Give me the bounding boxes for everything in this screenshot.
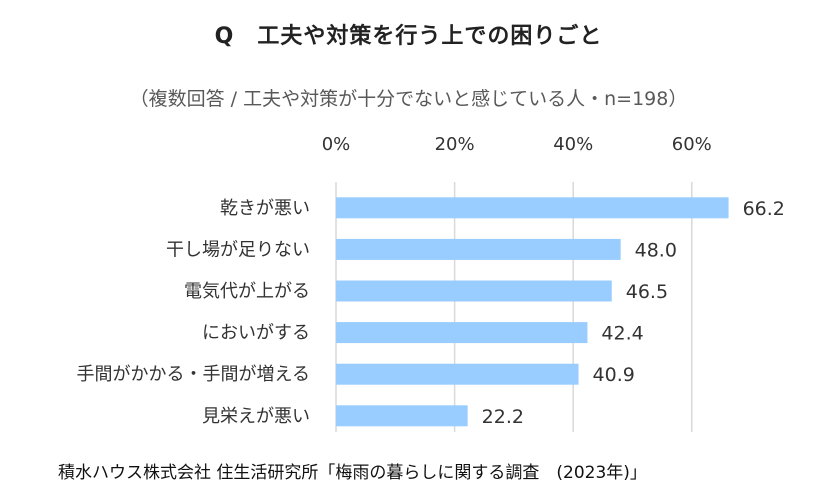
- x-tick-label: 40%: [553, 134, 593, 155]
- bar: [336, 322, 588, 344]
- category-label: 電気代が上がる: [184, 281, 310, 302]
- category-label: 干し場が足りない: [166, 239, 310, 260]
- data-label: 22.2: [482, 406, 524, 428]
- bar: [336, 405, 468, 427]
- bar: [336, 197, 729, 219]
- data-label: 40.9: [593, 364, 635, 386]
- x-tick-label: 60%: [672, 134, 712, 155]
- category-label: 見栄えが悪い: [202, 406, 310, 427]
- chart-title: Q 工夫や対策を行う上での困りごと: [214, 24, 603, 49]
- data-label: 46.5: [626, 281, 668, 303]
- x-tick-label: 0%: [322, 134, 351, 155]
- category-label: 手間がかかる・手間が増える: [77, 364, 310, 385]
- bar: [336, 363, 579, 385]
- chart-subtitle: （複数回答 / 工夫や対策が十分でないと感じている人・n=198）: [129, 88, 688, 110]
- x-tick-label: 20%: [435, 134, 475, 155]
- bar: [336, 238, 621, 260]
- bar: [336, 280, 612, 302]
- category-label: 乾きが悪い: [220, 198, 310, 219]
- data-label: 48.0: [635, 239, 677, 261]
- category-label: においがする: [202, 323, 310, 344]
- data-label: 42.4: [601, 323, 643, 345]
- data-label: 66.2: [743, 198, 785, 220]
- source-note: 積水ハウス株式会社 住生活研究所「梅雨の暮らしに関する調査 (2023年)」: [58, 463, 647, 483]
